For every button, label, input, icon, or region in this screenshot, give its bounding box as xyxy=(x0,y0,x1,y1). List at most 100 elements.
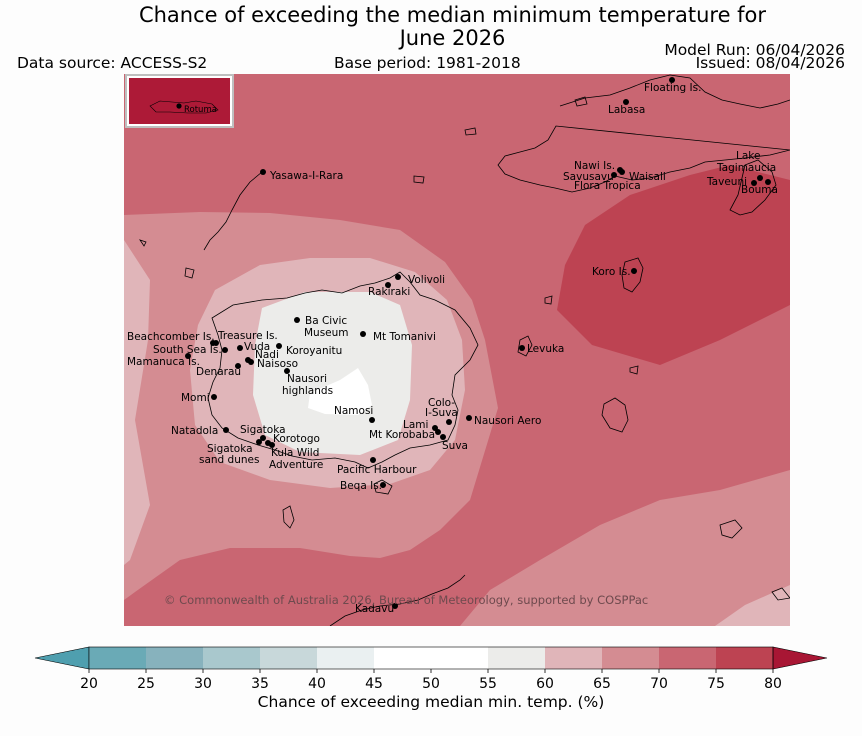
place-label: Pacific Harbour xyxy=(337,464,417,476)
colorbar-swatch xyxy=(431,647,488,669)
colorbar-swatch xyxy=(146,647,203,669)
marker-yasawa-i-rara xyxy=(260,169,266,175)
place-label: Denarau xyxy=(196,366,241,378)
place-label: Savusavu xyxy=(563,171,614,183)
inset-label: Rotuma xyxy=(184,105,217,115)
colorbar-tick-label: 30 xyxy=(194,676,212,692)
marker-naisoso xyxy=(248,359,254,365)
marker-sigatoka-sand-dunes xyxy=(256,439,262,445)
colorbar-swatch xyxy=(545,647,602,669)
copyright-notice: © Commonwealth of Australia 2026, Bureau… xyxy=(164,593,648,607)
koro-coast xyxy=(621,257,644,293)
place-label: Museum xyxy=(304,327,349,339)
place-label: Levuka xyxy=(527,343,564,355)
marker-bouma xyxy=(765,179,771,185)
kadavu-coast xyxy=(329,574,466,626)
place-label: Flora Tropica xyxy=(574,180,641,192)
colorbar-swatch xyxy=(260,647,317,669)
marker-nausori-highlands xyxy=(284,368,290,374)
contour-60-65-west xyxy=(124,240,150,565)
marker-taveuni xyxy=(751,180,757,186)
marker-ba-civic-museum xyxy=(294,317,300,323)
colorbar-tick-label: 50 xyxy=(422,676,440,692)
viti-levu-coast xyxy=(207,271,479,469)
place-label: Beqa Is. xyxy=(340,480,382,492)
place-label: sand dunes xyxy=(199,454,259,466)
marker-kadavu xyxy=(392,603,398,609)
place-label: Bouma xyxy=(741,184,778,196)
marker-colo-i-suva xyxy=(446,419,452,425)
place-label: Adventure xyxy=(269,459,323,471)
small-islands xyxy=(282,96,790,601)
place-label: Naisoso xyxy=(257,358,298,370)
contour-55-60-core xyxy=(253,292,412,455)
model-run-label: Model Run: 06/04/2026 xyxy=(664,41,845,59)
marker-rotuma xyxy=(176,103,182,109)
gau-coast xyxy=(601,397,629,433)
place-label: Volivoli xyxy=(408,274,445,286)
place-label: Nausori xyxy=(287,373,327,385)
place-label: Namosi xyxy=(334,405,373,417)
place-label: Rakiraki xyxy=(368,286,410,298)
coastlines xyxy=(139,74,790,626)
place-label: Taveuni xyxy=(706,176,747,188)
marker-natadola xyxy=(223,427,229,433)
marker-mt-korobaba xyxy=(435,429,441,435)
rotuma-inset: Rotuma xyxy=(125,74,234,128)
place-label: Sigatoka xyxy=(207,443,253,455)
place-label: Labasa xyxy=(608,104,645,116)
ovalau-coast xyxy=(517,335,533,357)
contour-60-65-southeast xyxy=(715,585,790,626)
colorbar-swatch xyxy=(374,647,431,669)
contour-65-70-southeast xyxy=(460,470,790,626)
marker-treasure-is xyxy=(213,340,219,346)
place-label: Vuda xyxy=(244,341,270,353)
inset-fill xyxy=(129,78,230,124)
colorbar-swatch xyxy=(716,647,773,669)
marker-lake-tagimaucia xyxy=(757,175,763,181)
yasawa-islands xyxy=(139,171,263,279)
place-label: Colo- xyxy=(428,397,455,409)
colorbar-tick-label: 40 xyxy=(308,676,326,692)
place-labels: Floating Is. Labasa Yasawa-I-Rara Nawi I… xyxy=(127,82,778,615)
marker-suva xyxy=(440,434,446,440)
place-label: I-Suva xyxy=(425,407,458,419)
marker-mamanuca-is xyxy=(185,353,191,359)
place-label: Nausori Aero xyxy=(474,415,541,427)
colorbar-tick-label: 20 xyxy=(80,676,98,692)
marker-namosi xyxy=(369,417,375,423)
place-label: Sigatoka xyxy=(240,424,286,436)
place-label: Treasure Is. xyxy=(217,330,278,342)
place-label: Koroyanitu xyxy=(286,345,342,357)
contour-75-80-east xyxy=(557,165,790,365)
marker-sigatoka xyxy=(260,435,266,441)
marker-rakiraki xyxy=(385,282,391,288)
contour-50-55-center xyxy=(308,368,372,415)
place-label: Mamanuca Is. xyxy=(127,356,200,368)
marker-south-sea-is xyxy=(222,347,228,353)
colorbar-over-arrow xyxy=(772,646,828,670)
place-label: Suva xyxy=(442,440,468,452)
marker-savusavu xyxy=(611,172,617,178)
colorbar-tick-label: 80 xyxy=(764,676,782,692)
marker-pacific-harbour xyxy=(370,457,376,463)
place-label: Lami xyxy=(403,419,428,431)
base-period-label: Base period: 1981-2018 xyxy=(334,54,521,72)
place-label: South Sea Is. xyxy=(153,344,222,356)
place-label: highlands xyxy=(282,385,333,397)
marker-volivoli xyxy=(395,274,401,280)
colorbar-label: Chance of exceeding median min. temp. (%… xyxy=(257,693,605,711)
place-label: Waisali xyxy=(629,171,666,183)
colorbar-tick-label: 60 xyxy=(536,676,554,692)
place-label: Momi xyxy=(181,392,210,404)
rotuma-coast xyxy=(149,100,219,114)
beqa-coast xyxy=(373,479,393,495)
marker-nausori-aero xyxy=(466,415,472,421)
place-label: Tagimaucia xyxy=(716,162,776,174)
place-label: Nadi xyxy=(255,349,279,361)
marker-denarau xyxy=(235,363,241,369)
place-label: Mt Tomanivi xyxy=(373,331,436,343)
marker-beqa-is xyxy=(380,482,386,488)
colorbar-tick-label: 35 xyxy=(251,676,269,692)
